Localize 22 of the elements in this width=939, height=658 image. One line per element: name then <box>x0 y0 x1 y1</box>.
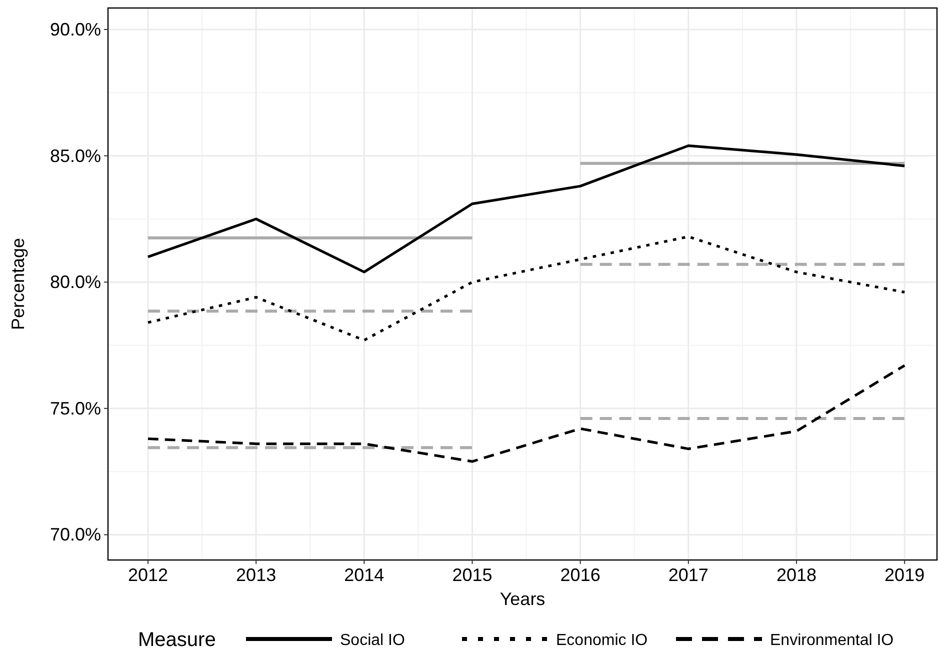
x-tick-label: 2019 <box>884 565 925 585</box>
x-tick-label: 2018 <box>776 565 817 585</box>
x-tick-label: 2012 <box>128 565 168 585</box>
legend-label: Social IO <box>340 632 405 649</box>
y-tick-label: 80.0% <box>50 272 101 292</box>
x-tick-label: 2017 <box>668 565 708 585</box>
line-series <box>146 235 906 342</box>
y-tick-label: 90.0% <box>50 19 101 40</box>
y-tick-label: 70.0% <box>50 524 101 545</box>
x-tick-label: 2015 <box>452 565 492 585</box>
line-series <box>146 364 906 463</box>
x-tick-label: 2016 <box>560 565 600 585</box>
legend-title: Measure <box>138 629 216 651</box>
legend-label: Environmental IO <box>770 632 894 649</box>
line-series <box>146 144 906 274</box>
x-tick-label: 2014 <box>344 565 384 585</box>
x-tick-label: 2013 <box>236 565 276 585</box>
y-tick-label: 85.0% <box>50 146 101 166</box>
y-tick-label: 75.0% <box>50 398 101 418</box>
x-axis-title: Years <box>500 589 546 609</box>
y-axis-title: Percentage <box>8 238 28 330</box>
legend-label: Economic IO <box>556 632 648 649</box>
